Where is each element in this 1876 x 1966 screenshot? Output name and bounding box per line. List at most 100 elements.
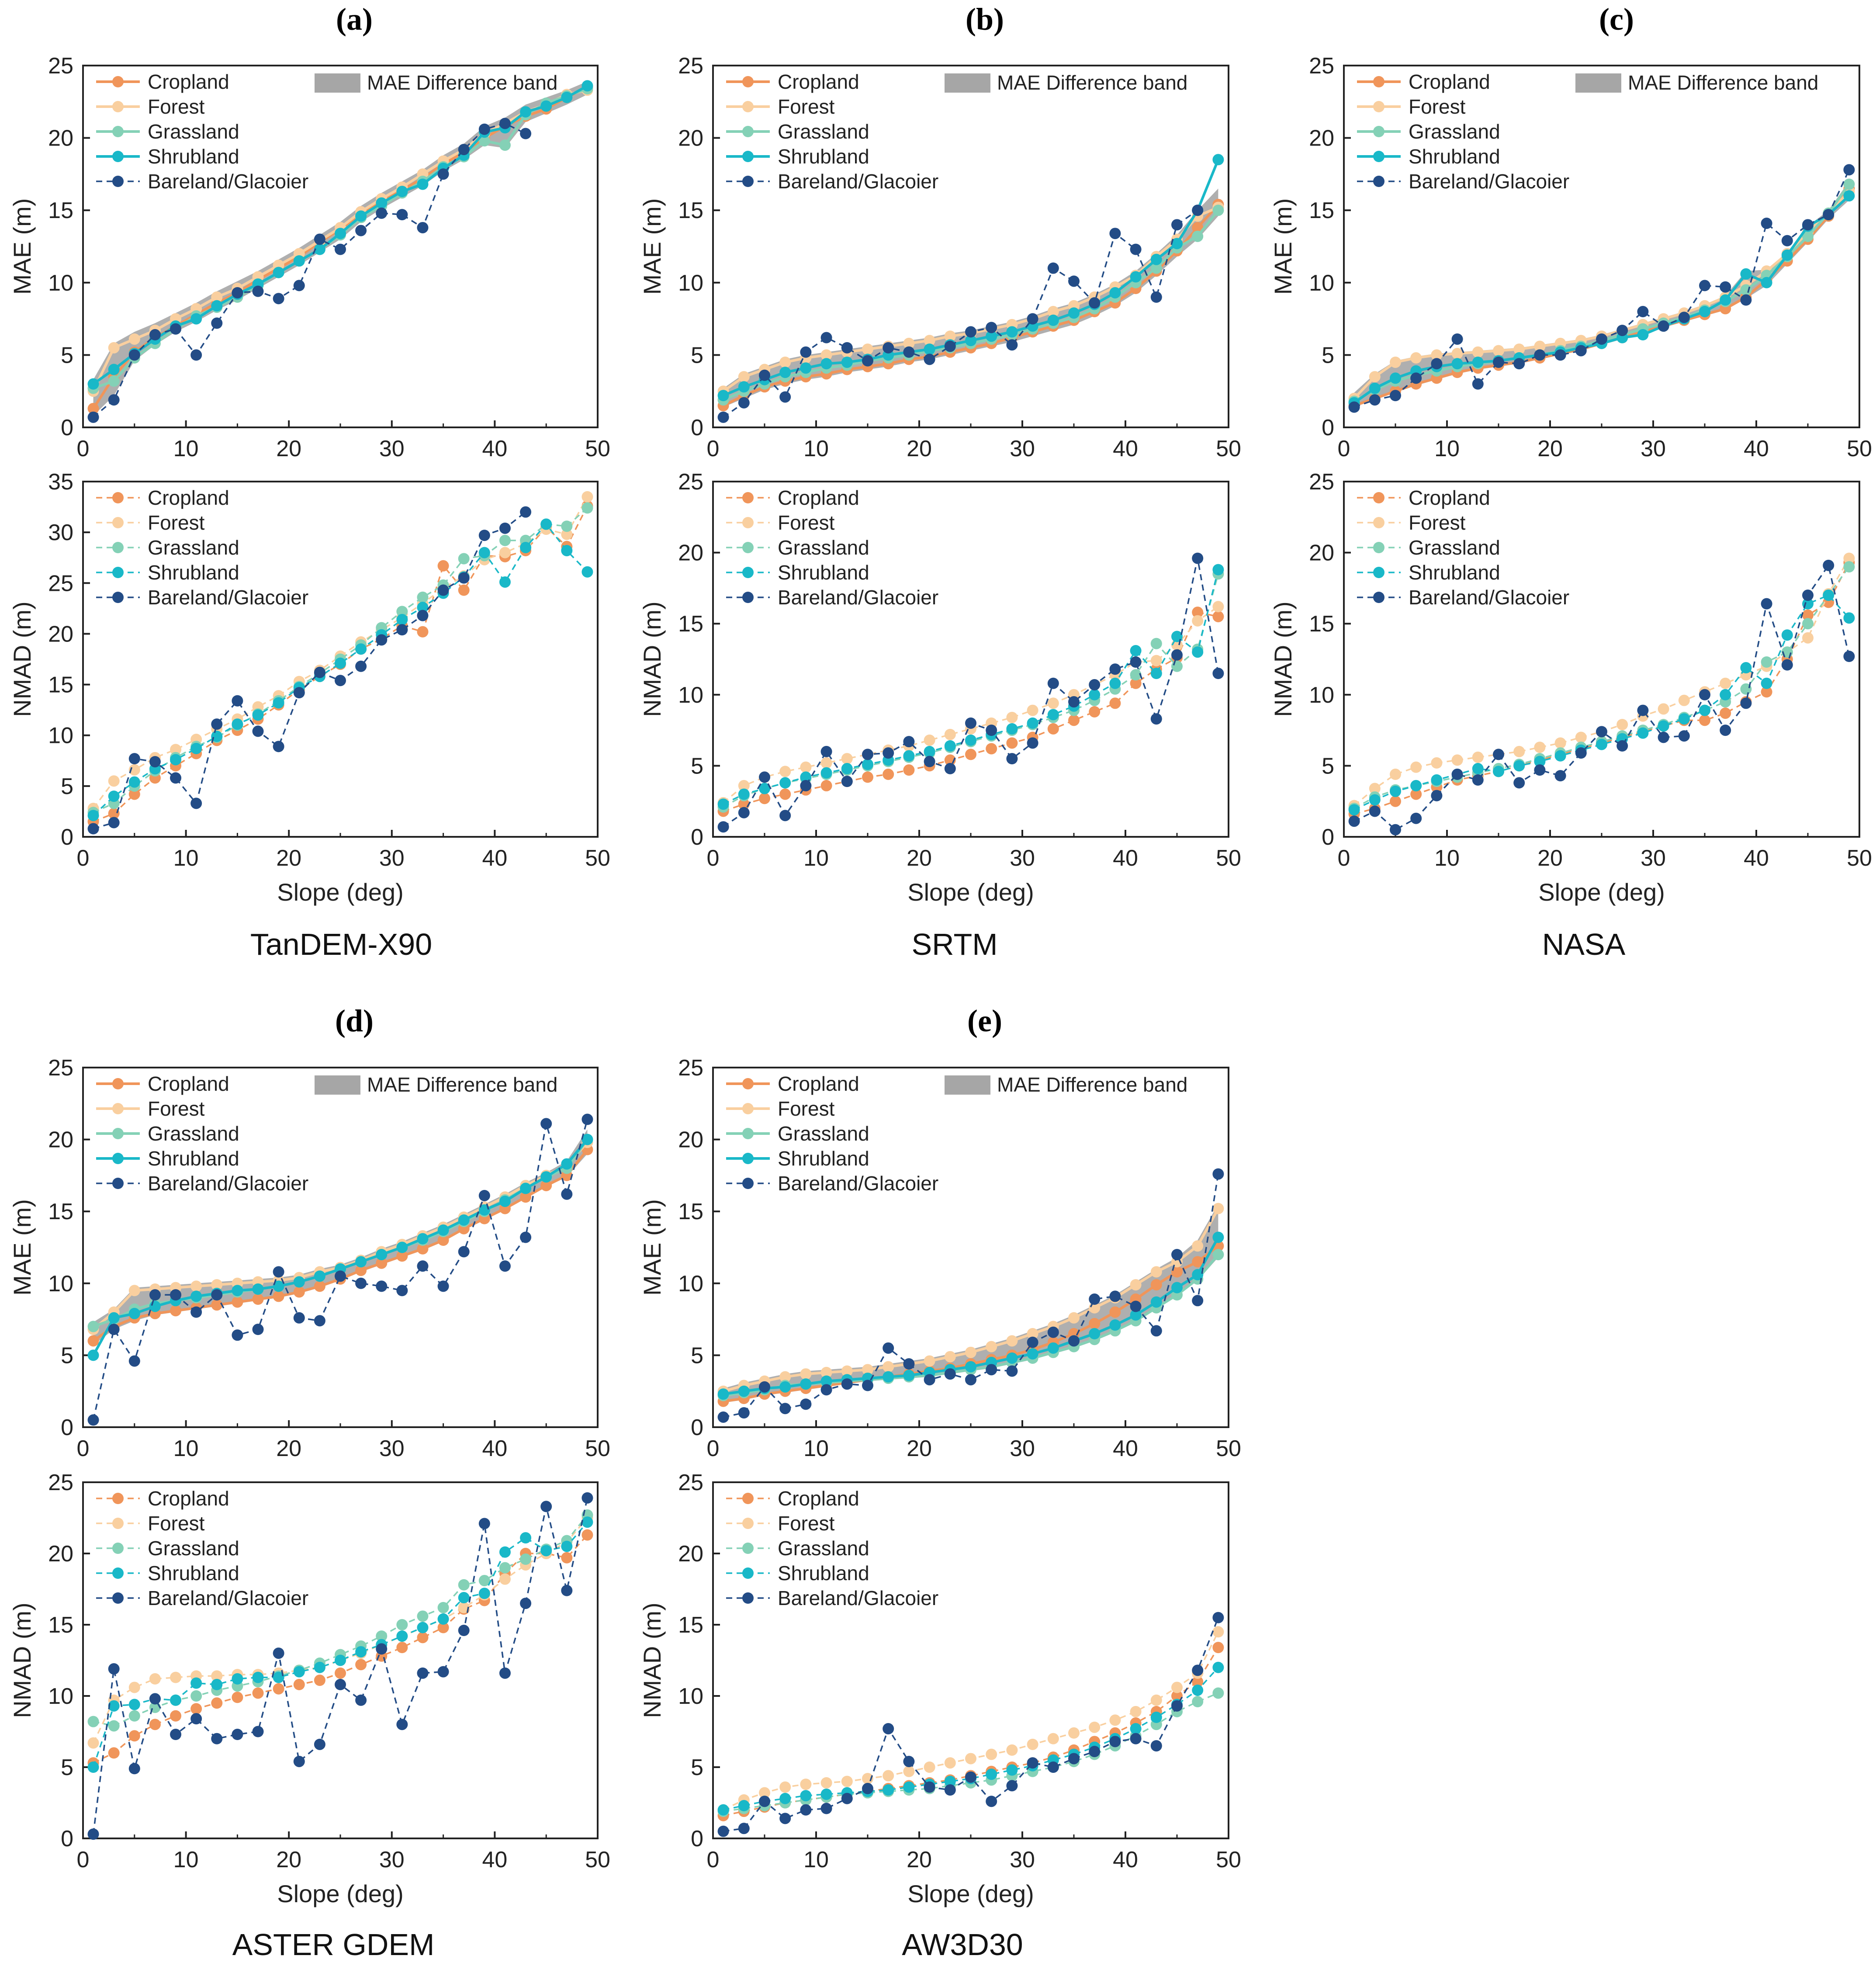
data-point-bareland-glacoier-b-mae [1068, 275, 1080, 287]
data-point-bareland-glacoier-e-mae [759, 1381, 770, 1393]
data-point-forest-b-mae [924, 335, 935, 347]
data-point-bareland-glacoier-b-nmad [1171, 649, 1183, 661]
data-point-grassland-a-mae [108, 375, 120, 387]
data-point-shrubland-c-nmad [1720, 689, 1731, 700]
data-point-shrubland-b-mae [779, 367, 791, 378]
data-point-shrubland-c-mae [1699, 306, 1710, 318]
y-tick-label-e-mae: 25 [678, 1055, 703, 1081]
series-bareland-glacoier-d-mae [87, 1113, 593, 1426]
data-point-shrubland-b-mae [717, 390, 729, 402]
data-point-bareland-glacoier-d-nmad [581, 1492, 593, 1504]
data-point-forest-e-nmad [779, 1781, 791, 1793]
data-point-forest-c-nmad [1678, 694, 1690, 706]
panel-label-b: (b) [966, 2, 1004, 37]
data-point-shrubland-b-mae [738, 381, 750, 393]
data-point-cropland-e-mae [1150, 1279, 1162, 1291]
data-point-bareland-glacoier-c-nmad [1761, 598, 1772, 610]
data-point-cropland-d-mae [232, 1296, 243, 1308]
legend-marker-forest-b-mae [742, 101, 754, 112]
legend-label-cropland-e-nmad: Cropland [778, 1487, 859, 1510]
legend-label-band-d-mae: MAE Difference band [367, 1073, 557, 1096]
data-point-cropland-a-nmad [417, 626, 429, 638]
data-point-grassland-b-mae [1212, 205, 1224, 216]
data-point-bareland-glacoier-a-nmad [87, 823, 99, 835]
data-point-shrubland-a-mae [520, 106, 532, 118]
data-point-grassland-a-mae [499, 139, 511, 151]
y-tick-label-a-mae: 20 [48, 126, 73, 151]
x-tick-label-c-mae: 50 [1847, 436, 1872, 461]
data-point-shrubland-e-nmad [944, 1775, 956, 1787]
y-tick-label-d-nmad: 20 [48, 1541, 73, 1567]
data-point-cropland-a-nmad [437, 560, 449, 572]
data-point-grassland-c-mae [1843, 178, 1855, 190]
legend-item-grassland-e-mae: Grassland [726, 1122, 869, 1145]
legend-swatch-band-e-mae [945, 1075, 990, 1095]
data-point-forest-b-nmad [1192, 615, 1204, 627]
data-point-bareland-glacoier-d-nmad [437, 1666, 449, 1678]
data-point-bareland-glacoier-e-nmad [1171, 1700, 1183, 1712]
data-point-bareland-glacoier-c-nmad [1720, 725, 1731, 736]
legend-item-mae-difference-band-a-mae: MAE Difference band [315, 71, 557, 94]
legend-label-bareland-glacoier-c-nmad: Bareland/Glacoier [1409, 586, 1569, 609]
legend-marker-grassland-a-mae [112, 126, 124, 137]
legend-item-bareland-glacoier-c-mae: Bareland/Glacoier [1357, 170, 1569, 193]
data-point-cropland-b-nmad [820, 780, 832, 791]
legend-marker-cropland-a-mae [112, 76, 124, 87]
data-point-cropland-d-nmad [314, 1675, 325, 1686]
data-point-bareland-glacoier-c-nmad [1616, 740, 1628, 752]
data-point-bareland-glacoier-b-mae [862, 355, 873, 367]
data-point-forest-b-mae [903, 337, 915, 349]
data-point-shrubland-b-nmad [820, 767, 832, 779]
data-point-shrubland-a-nmad [355, 643, 367, 655]
data-point-bareland-glacoier-c-nmad [1699, 689, 1710, 700]
legend-item-forest-c-mae: Forest [1357, 95, 1466, 118]
data-point-shrubland-e-nmad [1006, 1764, 1018, 1776]
y-tick-label-b-nmad: 5 [691, 753, 703, 779]
legend-marker-shrubland-e-nmad [742, 1567, 754, 1579]
data-point-shrubland-c-nmad [1534, 756, 1546, 767]
data-point-shrubland-a-mae [335, 228, 346, 239]
data-point-bareland-glacoier-c-nmad [1596, 726, 1607, 738]
data-point-cropland-d-nmad [273, 1683, 284, 1695]
data-point-cropland-d-mae [293, 1286, 305, 1298]
x-tick-label-e-mae: 10 [803, 1436, 829, 1461]
data-point-shrubland-a-mae [540, 100, 552, 112]
legend-item-shrubland-b-nmad: Shrubland [726, 561, 869, 584]
data-point-grassland-d-nmad [190, 1690, 202, 1702]
legend-label-band-a-mae: MAE Difference band [367, 71, 557, 94]
chart-d-mae: 0 10 20 30 40 50 0 5 10 15 20 25 MAE (m) CroplandFore… [8, 1055, 610, 1461]
data-point-forest-e-nmad [965, 1753, 976, 1765]
x-tick-label-e-nmad: 50 [1216, 1847, 1241, 1872]
data-point-forest-e-nmad [1047, 1733, 1059, 1744]
legend-label-shrubland-b-nmad: Shrubland [778, 561, 869, 584]
data-point-shrubland-d-nmad [128, 1699, 140, 1710]
data-point-shrubland-a-nmad [211, 731, 223, 742]
x-tick-label-c-nmad: 50 [1847, 846, 1872, 871]
data-point-forest-e-nmad [862, 1773, 873, 1785]
y-tick-label-e-mae: 15 [678, 1199, 703, 1224]
legend-label-shrubland-c-nmad: Shrubland [1409, 561, 1500, 584]
data-point-bareland-glacoier-e-mae [1150, 1325, 1162, 1337]
x-axis-label-c-nmad: Slope (deg) [1538, 878, 1665, 906]
data-point-shrubland-b-mae [924, 343, 935, 355]
data-point-shrubland-d-nmad [190, 1677, 202, 1689]
panel-label-e: (e) [967, 1003, 1002, 1038]
data-point-bareland-glacoier-d-mae [170, 1289, 182, 1301]
data-point-shrubland-e-mae [738, 1385, 750, 1397]
data-point-shrubland-e-nmad [1212, 1661, 1224, 1673]
x-tick-label-b-mae: 40 [1113, 436, 1138, 461]
data-point-grassland-a-nmad [499, 534, 511, 546]
data-point-shrubland-b-nmad [1109, 677, 1121, 689]
data-point-forest-e-nmad [1027, 1738, 1038, 1750]
data-point-bareland-glacoier-c-nmad [1637, 704, 1649, 716]
data-point-bareland-glacoier-c-nmad [1678, 730, 1690, 742]
series-line-bareland-glacoier-a-mae [93, 122, 526, 418]
data-point-bareland-glacoier-e-mae [965, 1374, 976, 1386]
data-point-grassland-d-nmad [108, 1720, 120, 1732]
y-tick-label-a-mae: 15 [48, 198, 73, 223]
y-tick-label-a-mae: 0 [61, 415, 73, 440]
legend-marker-bareland-glacoier-c-mae [1373, 176, 1385, 187]
data-point-forest-e-mae [841, 1365, 853, 1377]
data-point-shrubland-a-mae [396, 186, 408, 198]
x-tick-label-b-mae: 20 [907, 436, 932, 461]
